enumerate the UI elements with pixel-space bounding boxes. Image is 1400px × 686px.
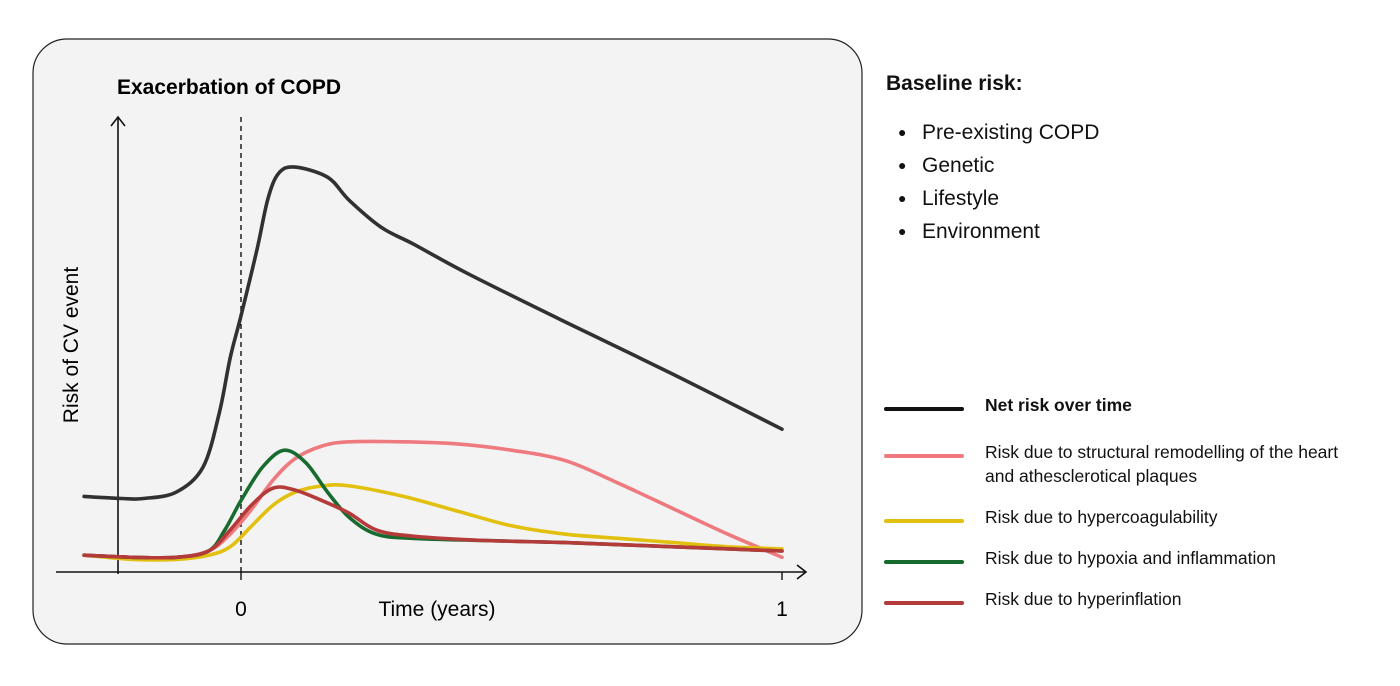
chart-title: Exacerbation of COPD bbox=[117, 76, 341, 99]
legend-swatch bbox=[884, 601, 964, 605]
series-line-hyperinflation bbox=[82, 485, 784, 560]
legend-swatch bbox=[884, 407, 964, 411]
legend-swatch bbox=[884, 560, 964, 564]
baseline-item: ● Genetic bbox=[898, 149, 1099, 182]
series-line-net-risk bbox=[82, 165, 784, 501]
legend-label: Net risk over time bbox=[985, 395, 1132, 415]
bullet-icon: ● bbox=[898, 124, 907, 140]
x-axis-label: Time (years) bbox=[378, 598, 495, 621]
bullet-icon: ● bbox=[898, 157, 907, 173]
x-axis-arrow-icon bbox=[796, 564, 808, 580]
bullet-icon: ● bbox=[898, 190, 907, 206]
baseline-title: Baseline risk: bbox=[886, 72, 1023, 95]
bullet-icon: ● bbox=[898, 223, 907, 239]
baseline-item-label: Genetic bbox=[922, 154, 995, 177]
legend-item-net-risk: Net risk over time bbox=[884, 393, 1384, 417]
legend-item-hyperinflation: Risk due to hyperinflation bbox=[884, 587, 1384, 611]
legend-label: Risk due to hyperinflation bbox=[985, 589, 1182, 609]
baseline-item-label: Lifestyle bbox=[922, 187, 1000, 210]
series-layer bbox=[82, 165, 784, 562]
baseline-item: ● Pre-existing COPD bbox=[898, 116, 1099, 149]
legend-item-hypoxia: Risk due to hypoxia and inflammation bbox=[884, 546, 1384, 570]
baseline-item-label: Environment bbox=[922, 220, 1040, 243]
baseline-item: ● Lifestyle bbox=[898, 182, 1099, 215]
x-tick-label: 0 bbox=[235, 598, 247, 621]
y-axis-arrow-icon bbox=[110, 115, 126, 127]
y-axis-label: Risk of CV event bbox=[60, 267, 83, 424]
legend-item-structural: Risk due to structural remodelling of th… bbox=[884, 440, 1384, 488]
baseline-item: ● Environment bbox=[898, 215, 1099, 248]
baseline-item-label: Pre-existing COPD bbox=[922, 121, 1100, 144]
chart-panel bbox=[32, 38, 863, 645]
legend-item-hypercoagulability: Risk due to hypercoagulability bbox=[884, 505, 1384, 529]
x-tick-label: 1 bbox=[776, 598, 788, 621]
legend-swatch bbox=[884, 519, 964, 523]
legend-label: Risk due to structural remodelling of th… bbox=[985, 442, 1339, 486]
baseline-list: ● Pre-existing COPD ● Genetic ● Lifestyle ●… bbox=[898, 116, 1099, 248]
legend-swatch bbox=[884, 454, 964, 458]
series-line-hypercoagulability bbox=[82, 483, 784, 562]
legend-label: Risk due to hypoxia and inflammation bbox=[985, 548, 1276, 568]
legend-label: Risk due to hypercoagulability bbox=[985, 507, 1218, 527]
